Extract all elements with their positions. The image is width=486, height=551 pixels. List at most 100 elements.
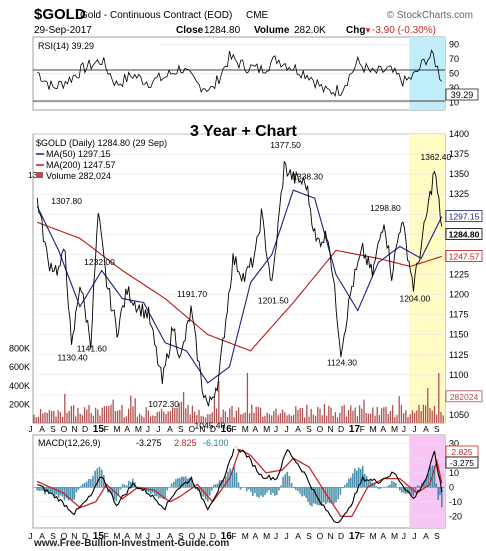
chg-value: -3.90 (-0.30%) — [372, 25, 436, 36]
x-tick-M: M — [391, 531, 398, 541]
macd-series — [36, 445, 443, 524]
x-tick-15: 15 — [93, 531, 105, 542]
macd-tick-10: 10 — [449, 468, 459, 478]
signal-line — [36, 448, 443, 518]
price-badges: 1297.15 1284.80 1247.57 282024 — [445, 210, 483, 403]
x-tick-S: S — [306, 531, 312, 541]
price-gridlines — [33, 133, 445, 416]
badge-ma200-text: 1247.57 — [449, 251, 480, 261]
x-tick-A: A — [253, 531, 259, 541]
x-tick-M: M — [113, 531, 120, 541]
price-annotation-1338.30: 1338.30 — [292, 172, 323, 182]
x-tick-A: A — [295, 424, 301, 434]
close-label: Close — [176, 25, 204, 36]
x-tick-N: N — [71, 531, 77, 541]
x-tick-M: M — [370, 531, 377, 541]
x-tick-J: J — [412, 424, 416, 434]
x-tick-J: J — [284, 424, 288, 434]
price-tick-1125: 1125 — [449, 350, 468, 360]
x-axis-labels-macd: J A S O N D 15 F M A M J J A S O N D 16 F M A M J J A S O N D 17 F M A M J J… — [28, 531, 440, 542]
macd-tick-0: 0 — [449, 482, 454, 492]
rsi-panel: RSI(14) 39.29 90 70 50 30 10 39.29 — [32, 36, 479, 111]
x-tick-N: N — [199, 531, 205, 541]
rsi-legend: RSI(14) 39.29 — [38, 41, 94, 51]
x-tick-S: S — [50, 531, 56, 541]
x-tick-A: A — [124, 531, 130, 541]
x-tick-J: J — [146, 424, 150, 434]
x-tick-17: 17 — [349, 424, 361, 435]
x-tick-17: 17 — [349, 531, 361, 542]
badge-volume — [445, 390, 483, 403]
x-tick-J: J — [274, 531, 278, 541]
price-annotation-134: 134 — [28, 170, 42, 180]
price-legend: $GOLD (Daily) 1284.80 (29 Sep) MA(50) 12… — [36, 138, 167, 181]
price-tick-1100: 1100 — [449, 370, 468, 380]
volume-tick-400K: 400K — [9, 381, 30, 391]
legend-volume: Volume 282,024 — [46, 171, 111, 181]
price-annotation-1232.00: 1232.00 — [84, 257, 115, 267]
price-tick-1050: 1050 — [449, 410, 469, 420]
x-tick-O: O — [61, 531, 68, 541]
rsi-tick-30: 30 — [449, 83, 459, 93]
x-tick-A: A — [167, 424, 173, 434]
x-tick-D: D — [338, 424, 344, 434]
macd-legend-name: MACD(12,26,9) — [38, 438, 101, 448]
x-tick-D: D — [210, 531, 216, 541]
x-tick-S: S — [50, 424, 56, 434]
macd-tick--20: -20 — [449, 511, 462, 521]
price-annotation-1045.40: 1045.40 — [195, 421, 226, 431]
x-tick-16: 16 — [221, 531, 233, 542]
price-tick-1150: 1150 — [449, 330, 468, 340]
x-tick-J: J — [402, 531, 406, 541]
x-tick-M: M — [391, 424, 398, 434]
x-tick-M: M — [242, 424, 249, 434]
x-tick-J: J — [156, 424, 160, 434]
rsi-series — [37, 49, 443, 98]
price-tick-1175: 1175 — [449, 310, 468, 320]
x-tick-N: N — [199, 424, 205, 434]
volume-bars — [33, 372, 444, 423]
chg-down-arrow-icon: ▼ — [364, 26, 372, 35]
rsi-value-badge-text: 39.29 — [451, 90, 474, 100]
x-tick-J: J — [412, 531, 416, 541]
badge-price-text: 1284.80 — [449, 229, 480, 239]
price-annotation-1130.40: 1130.40 — [58, 352, 88, 362]
price-annotation-1191.70: 1191.70 — [177, 289, 207, 299]
x-tick-J: J — [28, 424, 32, 434]
price-tick-1325: 1325 — [449, 189, 469, 199]
x-tick-A: A — [423, 531, 429, 541]
x-tick-F: F — [360, 424, 365, 434]
x-tick-15: 15 — [93, 424, 105, 435]
symbol-title: $GOLD — [34, 6, 86, 23]
badge-price — [445, 228, 483, 240]
x-tick-J: J — [156, 531, 160, 541]
x-tick-N: N — [71, 424, 77, 434]
volume-value: 282.0K — [294, 25, 326, 36]
price-annotation-1124.30: 1124.30 — [327, 357, 357, 367]
price-tick-1225: 1225 — [449, 269, 469, 279]
x-tick-J: J — [284, 531, 288, 541]
x-tick-M: M — [135, 531, 142, 541]
chart-date: 29-Sep-2017 — [34, 25, 92, 36]
x-tick-A: A — [423, 424, 429, 434]
x-tick-M: M — [263, 531, 270, 541]
x-axis-labels-price: J A S O N D 15 F M A M J J A S O N D 16 F M A M J J A S O N D 17 F M A M J J… — [28, 424, 440, 435]
ma50-line — [36, 189, 443, 384]
x-tick-S: S — [434, 424, 440, 434]
price-annotation-1362.40: 1362.40 — [420, 152, 451, 162]
rsi-line — [37, 49, 443, 98]
x-tick-J: J — [28, 531, 32, 541]
x-tick-F: F — [232, 531, 237, 541]
rsi-tick-50: 50 — [449, 69, 459, 79]
x-tick-O: O — [188, 424, 195, 434]
x-tick-D: D — [210, 424, 216, 434]
rsi-tick-70: 70 — [449, 54, 459, 64]
x-tick-M: M — [263, 424, 270, 434]
x-tick-J: J — [146, 531, 150, 541]
contract-description: Gold - Continuous Contract (EOD) — [80, 10, 232, 21]
volume-y-ticks: 800K 600K 400K 200K — [9, 344, 30, 410]
x-tick-O: O — [317, 424, 324, 434]
macd-highlight-zone — [409, 435, 445, 528]
badge-volume-text: 282024 — [450, 392, 479, 402]
